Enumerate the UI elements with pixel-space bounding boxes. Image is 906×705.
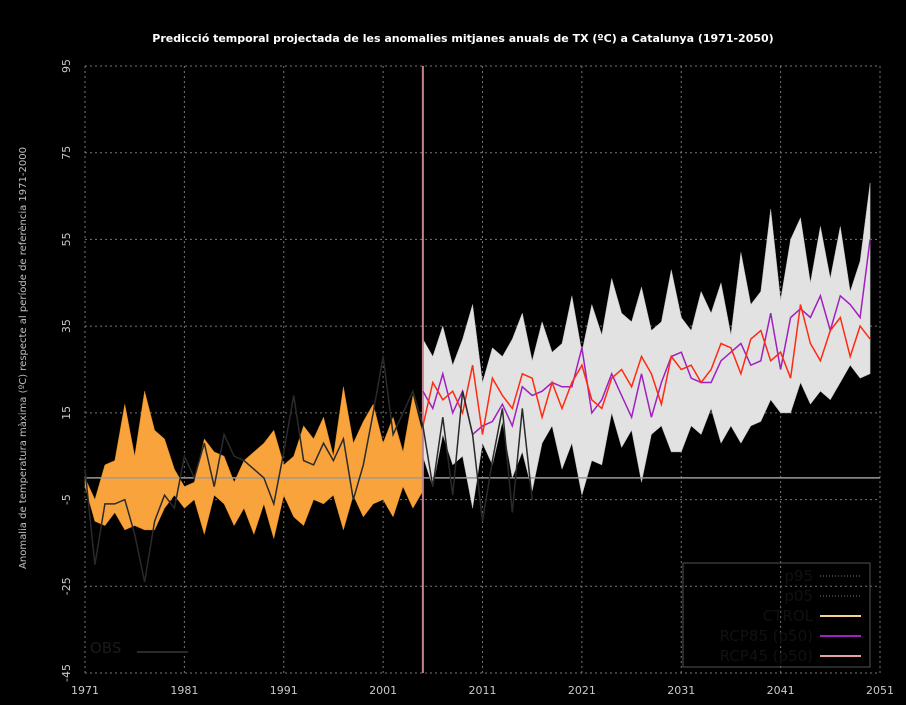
chart-title: Predicció temporal projectada de les ano… (152, 32, 773, 45)
y-axis-label: Anomalia de temperatura màxima (ºC) resp… (17, 147, 29, 569)
x-tick-label-3: 2001 (369, 684, 397, 697)
obs-legend: OBS (90, 639, 188, 657)
series-rcp85 (422, 239, 871, 436)
x-tick-label-0: 1971 (71, 684, 99, 697)
y-tick-label-3: 15 (60, 406, 73, 420)
x-tick-label-8: 2051 (866, 684, 894, 697)
y-tick-label-1: -25 (60, 577, 73, 595)
x-tick-label-7: 2041 (767, 684, 795, 697)
legend-box (682, 562, 871, 668)
ctrl-band (84, 386, 424, 539)
y-tick-label-5: 55 (60, 232, 73, 246)
legend-label-2: CTROL (763, 607, 814, 625)
obs-legend-label: OBS (90, 639, 121, 657)
y-tick-label-7: 95 (60, 59, 73, 73)
y-tick-label-2: -5 (60, 494, 73, 505)
legend-label-0: p95 (784, 567, 813, 585)
x-tick-label-6: 2031 (667, 684, 695, 697)
legend-label-3: RCP85 (p50) (720, 627, 813, 645)
series-obs (84, 356, 533, 583)
x-tick-label-4: 2011 (469, 684, 497, 697)
x-tick-label-2: 1991 (270, 684, 298, 697)
series-lines (84, 239, 871, 583)
scenario-band (422, 183, 871, 509)
x-tick-label-5: 2021 (568, 684, 596, 697)
y-tick-label-6: 75 (60, 146, 73, 160)
legend-label-4: RCP45 (p50) (720, 647, 813, 665)
grid (84, 65, 881, 674)
y-tick-label-4: 35 (60, 319, 73, 333)
series-rcp45 (422, 304, 871, 435)
legend-label-1: p05 (784, 587, 813, 605)
legend: p95 p05 CTROL RCP85 (p50) RCP45 (p50) (682, 562, 871, 668)
x-tick-label-1: 1981 (170, 684, 198, 697)
tick-labels: 1971 1981 1991 2001 2011 2021 2031 2041 2051 -45 -… (60, 59, 894, 697)
y-tick-label-0: -45 (60, 664, 73, 682)
